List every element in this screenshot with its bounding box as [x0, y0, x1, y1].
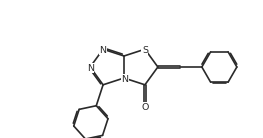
Text: N: N: [122, 75, 129, 83]
Text: S: S: [142, 46, 148, 55]
Text: O: O: [141, 103, 149, 112]
Text: N: N: [87, 63, 94, 72]
Text: N: N: [100, 46, 107, 55]
